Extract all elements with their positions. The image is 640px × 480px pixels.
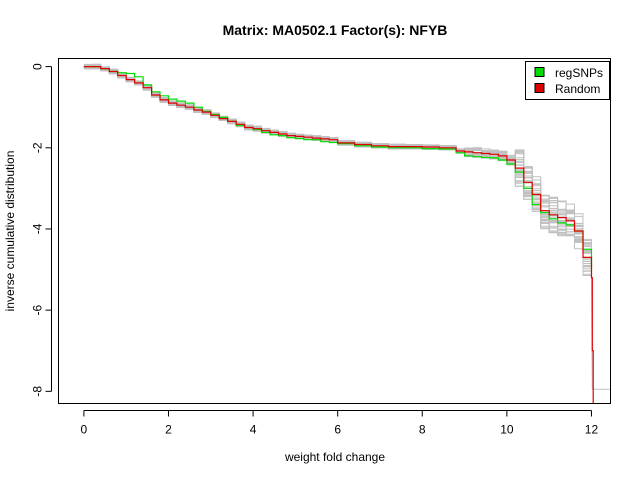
legend-swatch-random — [534, 83, 545, 93]
series-line-regsnps — [83, 66, 593, 270]
x-axis: 0 2 4 6 8 10 12 — [81, 410, 599, 437]
x-axis-label: weight fold change — [284, 450, 385, 464]
legend: regSNPs Random — [525, 61, 610, 100]
legend-label-regsnps: regSNPs — [555, 66, 603, 80]
x-tick-label: 6 — [334, 423, 341, 437]
legend-label-random: Random — [555, 82, 600, 96]
y-tick-label: -4 — [31, 223, 45, 234]
series-lines — [83, 66, 594, 404]
x-tick-label: 0 — [81, 423, 88, 437]
x-tick-label: 2 — [165, 423, 172, 437]
legend-swatch-regsnps — [534, 67, 545, 77]
y-tick-label: -8 — [31, 386, 45, 397]
background-random-tail — [591, 289, 611, 390]
y-axis: 0 -2 -4 -6 -8 — [31, 63, 52, 397]
y-tick-label: 0 — [31, 63, 45, 70]
x-tick-label: 12 — [585, 423, 599, 437]
x-tick-label: 4 — [250, 423, 257, 437]
y-axis-label: inverse cumulative distribution — [3, 151, 17, 312]
random-background-lines — [83, 63, 611, 390]
y-tick-label: -6 — [31, 304, 45, 315]
y-tick-label: -2 — [31, 142, 45, 153]
x-tick-label: 8 — [419, 423, 426, 437]
plot-frame — [58, 58, 611, 404]
series-line-random — [83, 66, 594, 404]
chart-title: Matrix: MA0502.1 Factor(s): NFYB — [223, 22, 448, 38]
x-tick-label: 10 — [500, 423, 514, 437]
